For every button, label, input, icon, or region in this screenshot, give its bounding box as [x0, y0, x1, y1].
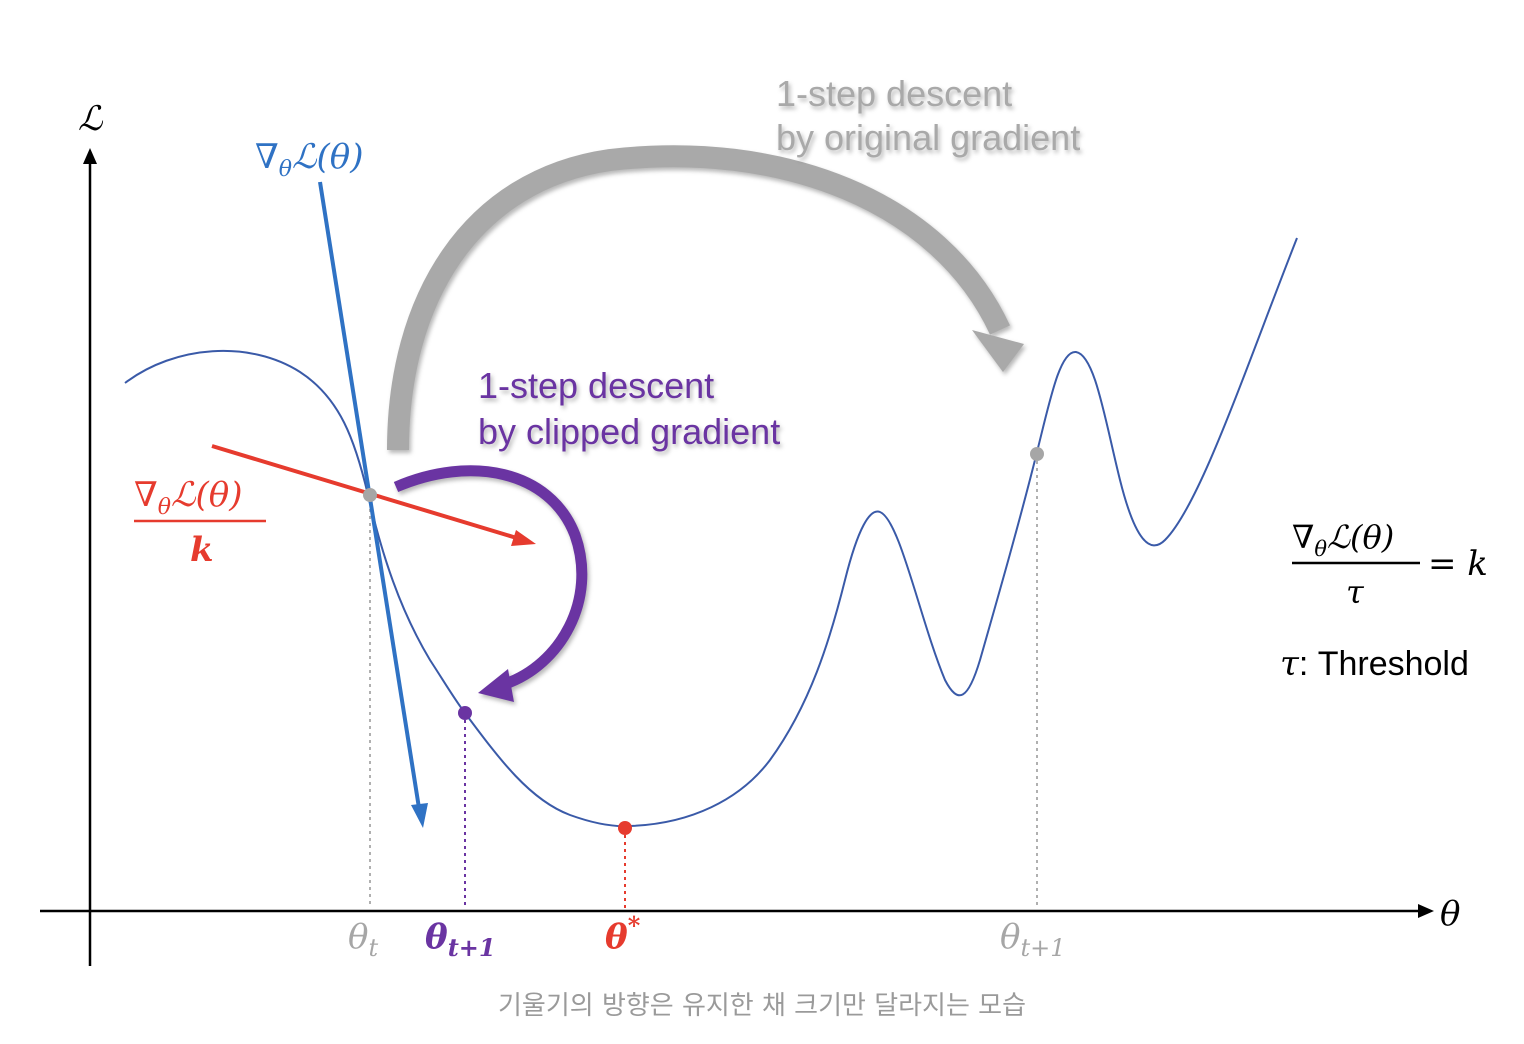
- threshold-legend: τ: Threshold: [1280, 644, 1469, 684]
- clipped-step-arrow: [393, 465, 588, 702]
- original-step-arrow: [387, 145, 1024, 451]
- svg-text:∇θℒ(θ): ∇θℒ(θ): [1292, 518, 1394, 561]
- formula-rhs: = k: [1428, 544, 1488, 584]
- theta-t1-original-label: θt+1: [1000, 917, 1066, 962]
- original-step-label-line2: by original gradient: [776, 117, 1080, 158]
- theta-t-label: θt: [348, 917, 378, 962]
- y-axis-label: ℒ: [78, 99, 104, 139]
- formula-denominator: τ: [1346, 573, 1365, 611]
- gradient-label: ∇θℒ(θ): [255, 137, 364, 182]
- clipped-gradient-label: ∇θℒ(θ) k: [134, 475, 266, 570]
- y-axis-arrowhead: [83, 148, 97, 164]
- clipped-gradient-arrowhead: [511, 530, 536, 546]
- theta-t1-clipped-label: θt+1: [425, 917, 496, 962]
- x-axis-label: θ: [1440, 894, 1460, 934]
- loss-curve: [124, 237, 1298, 828]
- theta-star-label: θ*: [605, 911, 641, 957]
- clipped-gradient-denominator: k: [190, 530, 214, 570]
- theta-t1-clipped-point: [458, 706, 472, 720]
- clipped-step-label-line2: by clipped gradient: [478, 411, 780, 452]
- figure-caption: 기울기의 방향은 유지한 채 크기만 달라지는 모습: [498, 991, 1026, 1021]
- theta-star-point: [618, 821, 632, 835]
- threshold-formula: ∇θℒ(θ) τ = k: [1292, 518, 1488, 611]
- original-step-label-line1: 1-step descent: [776, 73, 1012, 114]
- theta-t1-original-point: [1030, 447, 1044, 461]
- gradient-arrowhead: [411, 803, 428, 828]
- x-axis-arrowhead: [1418, 904, 1434, 918]
- theta-t-point: [363, 488, 377, 502]
- clipped-step-label-line1: 1-step descent: [478, 365, 714, 406]
- svg-text:∇θℒ(θ): ∇θℒ(θ): [134, 475, 243, 520]
